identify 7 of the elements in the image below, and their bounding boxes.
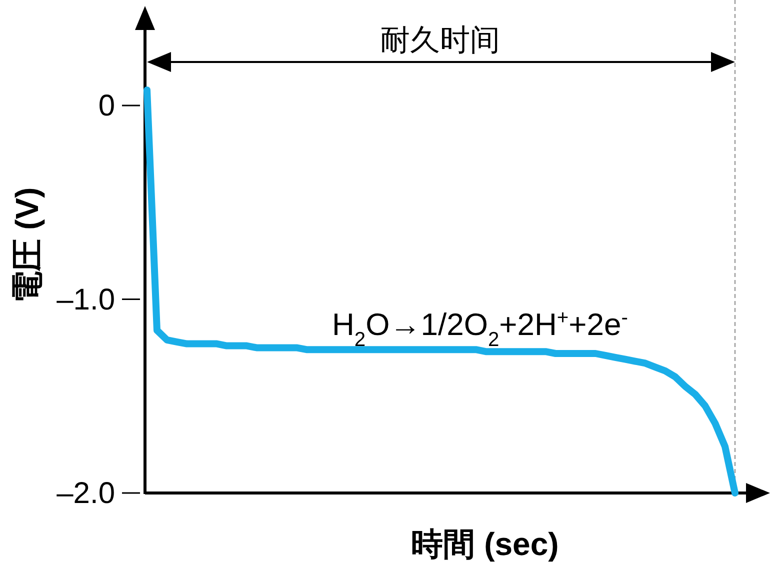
annotation: 耐久时间 (380, 24, 500, 57)
y-axis-title: 電圧 (V) (9, 187, 45, 303)
x-axis-title: 時間 (sec) (411, 526, 559, 562)
y-tick-label: –1.0 (56, 283, 115, 316)
y-tick-label: –2.0 (56, 477, 115, 510)
annotation: H$_{2}$O→1/2O$_{2}$+2H$^{+}$+2e$^{-}$ (332, 307, 628, 351)
y-tick-label: 0 (98, 90, 115, 122)
